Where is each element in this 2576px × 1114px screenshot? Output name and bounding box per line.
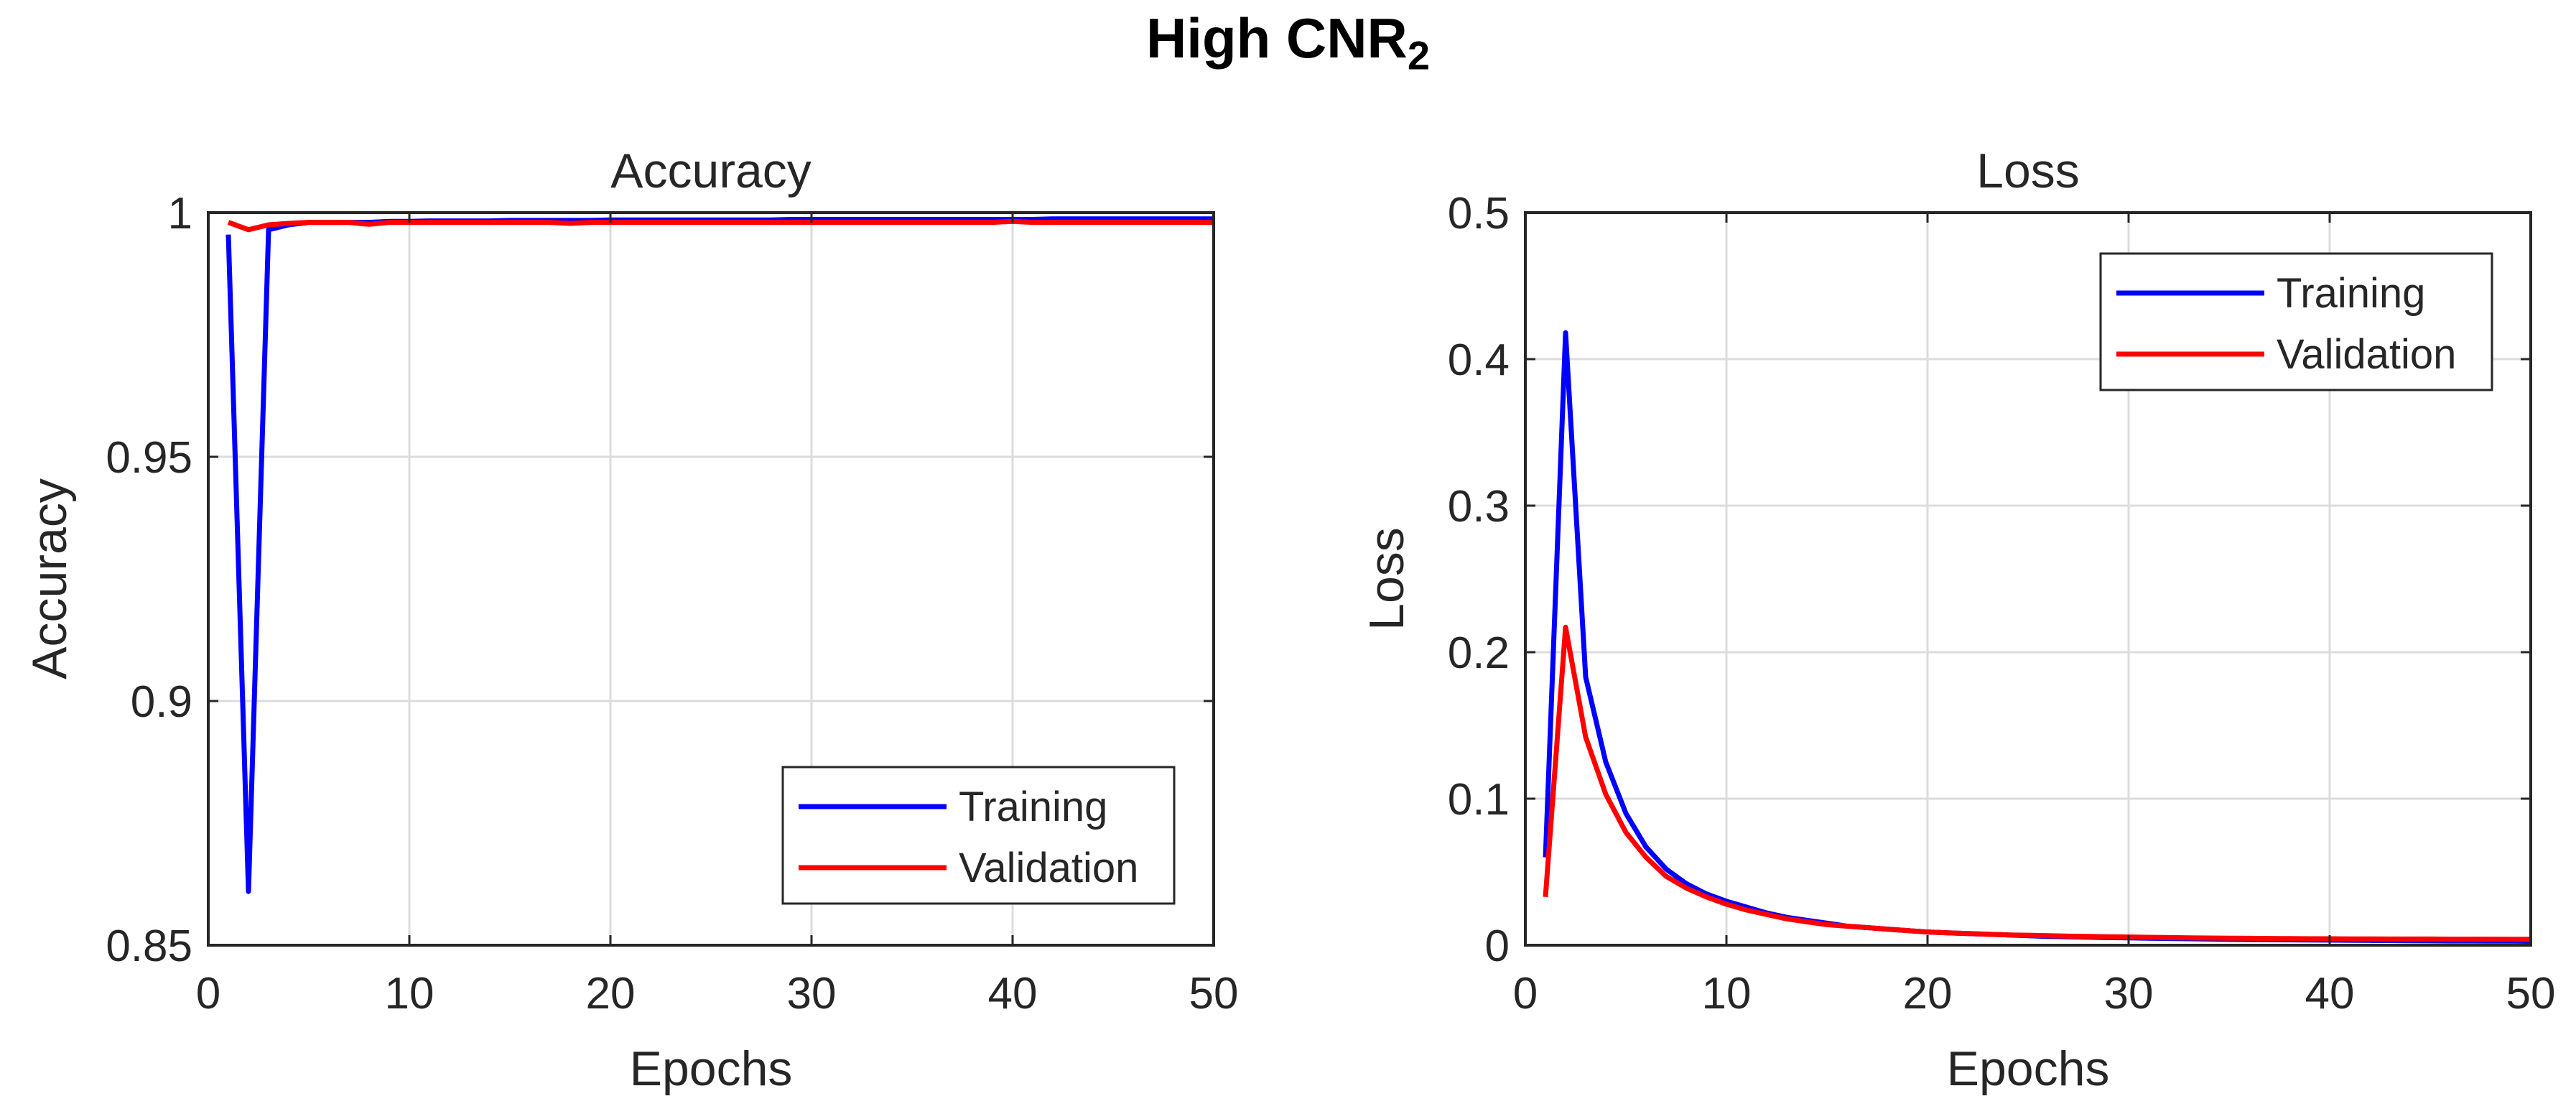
loss-y-tick-label: 0.5 [1448, 189, 1510, 238]
accuracy-legend: Training Validation [781, 766, 1176, 905]
loss-legend-label-training: Training [2277, 270, 2425, 317]
loss-legend-box [2099, 252, 2493, 391]
accuracy-x-tick-label: 10 [385, 969, 434, 1018]
loss-y-tick-label: 0.2 [1448, 628, 1510, 678]
accuracy-x-tick-label: 30 [787, 969, 837, 1018]
loss-legend: Training Validation [2099, 252, 2493, 391]
accuracy-x-axis-label: Epochs [630, 1041, 793, 1096]
loss-x-tick-label: 20 [1903, 969, 1953, 1018]
accuracy-series-validation-line [227, 218, 1214, 233]
accuracy-x-tick-label: 0 [196, 969, 220, 1018]
loss-x-tick-label: 30 [2104, 969, 2154, 1018]
loss-chart: 0 10 20 30 40 50 0 0.1 0.2 0.3 0.4 0.5 Loss Epochs Los… [1359, 144, 2556, 1096]
loss-axes-box [1524, 211, 2532, 947]
loss-x-axis-label: Epochs [1947, 1041, 2110, 1096]
accuracy-legend-label-training: Training [959, 784, 1107, 830]
accuracy-x-tick-label: 50 [1189, 969, 1239, 1018]
loss-y-tick-label: 0.4 [1448, 335, 1510, 385]
accuracy-x-tick-label: 20 [586, 969, 636, 1018]
loss-chart-title: Loss [1976, 144, 2080, 198]
loss-x-tick-label: 40 [2305, 969, 2355, 1018]
loss-y-tick-label: 0.1 [1448, 775, 1510, 825]
loss-legend-label-validation: Validation [2277, 331, 2456, 378]
accuracy-chart: 0 10 20 30 40 50 0.85 0.9 0.95 1 Accuracy Epochs Acc… [22, 144, 1239, 1096]
accuracy-y-tick-label: 1 [168, 189, 192, 238]
loss-x-tick-label: 10 [1702, 969, 1752, 1018]
loss-x-tick-label: 50 [2506, 969, 2556, 1018]
accuracy-chart-title: Accuracy [610, 144, 812, 198]
accuracy-y-tick-label: 0.85 [106, 922, 192, 971]
figure-title-text: High CNR [1145, 6, 1408, 70]
accuracy-y-axis-label: Accuracy [22, 478, 77, 679]
loss-series-validation-line [1543, 624, 2531, 942]
accuracy-axes-box [207, 211, 1215, 947]
loss-y-tick-label: 0 [1485, 922, 1510, 971]
accuracy-y-tick-label: 0.9 [131, 677, 192, 727]
accuracy-legend-box [781, 766, 1176, 905]
loss-x-tick-label: 0 [1513, 969, 1538, 1018]
loss-y-axis-label: Loss [1359, 527, 1414, 631]
loss-y-tick-label: 0.3 [1448, 482, 1510, 532]
accuracy-legend-label-validation: Validation [959, 845, 1138, 891]
figure-title: High CNR2 [0, 6, 2576, 79]
figure-title-subscript: 2 [1407, 32, 1431, 78]
accuracy-x-tick-label: 40 [988, 969, 1038, 1018]
accuracy-y-tick-label: 0.95 [106, 433, 192, 483]
